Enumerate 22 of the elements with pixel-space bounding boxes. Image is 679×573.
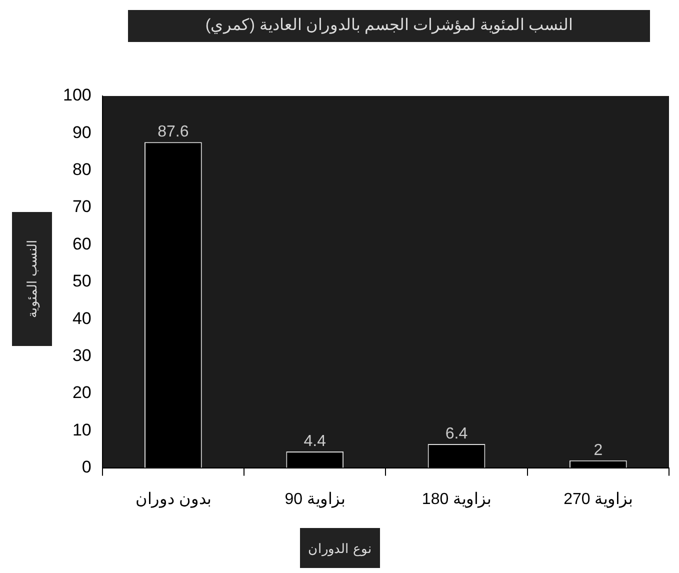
y-tick-label: 60 bbox=[72, 234, 92, 254]
y-tick-label: 0 bbox=[82, 457, 92, 476]
x-tick-label: بزاوية 90 bbox=[284, 490, 345, 508]
y-tick-label: 90 bbox=[72, 122, 92, 142]
y-tick-label: 50 bbox=[72, 272, 92, 291]
x-tick-label: بدون دوران bbox=[135, 490, 211, 508]
data-label: 87.6 bbox=[158, 124, 189, 141]
y-tick-label: 20 bbox=[72, 383, 92, 402]
y-tick-label: 30 bbox=[72, 346, 92, 365]
y-tick-label: 100 bbox=[62, 86, 92, 105]
y-tick-label: 80 bbox=[72, 160, 92, 180]
x-tick-label: بزاوية 180 bbox=[422, 490, 492, 508]
y-tick-label: 40 bbox=[72, 308, 92, 328]
data-label: 2 bbox=[594, 442, 603, 459]
x-axis-title: نوع الدوران bbox=[300, 528, 380, 568]
y-tick-label: 10 bbox=[72, 420, 92, 440]
y-tick-label: 70 bbox=[72, 197, 92, 216]
chart-title: النسب المئوية لمؤشرات الجسم بالدوران العادية (كمري) bbox=[128, 10, 650, 42]
data-label: 6.4 bbox=[445, 425, 468, 442]
y-axis-title: النسب المئوية bbox=[12, 212, 52, 346]
x-tick-label: بزاوية 270 bbox=[564, 490, 633, 508]
data-label: 4.4 bbox=[304, 432, 326, 450]
